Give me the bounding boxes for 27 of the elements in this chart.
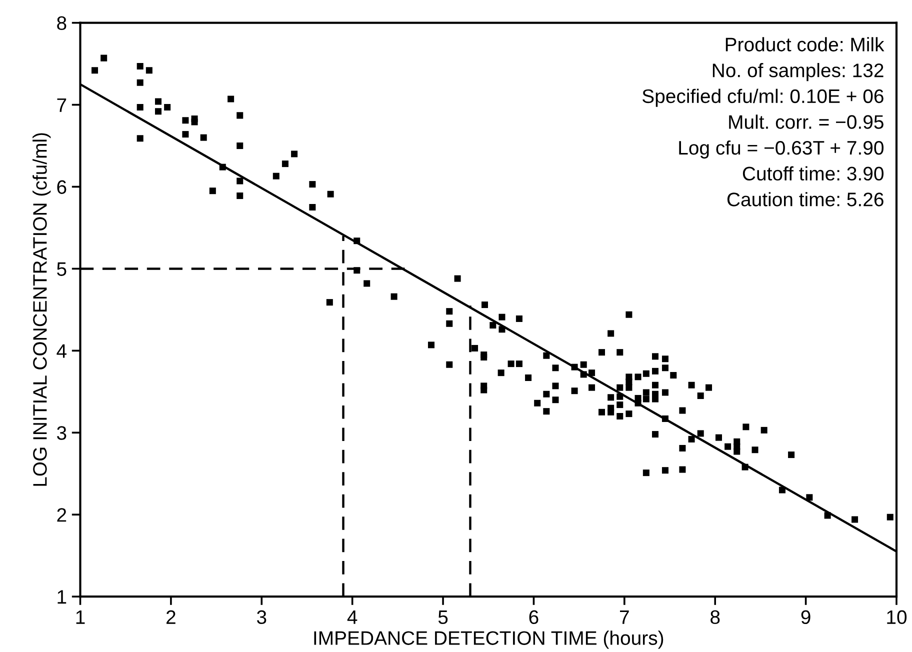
x-tick-label: 1 (76, 610, 85, 624)
annotation: Cutoff time: 3.90 (742, 166, 884, 181)
x-axis-title: IMPEDANCE DETECTION TIME (hours) (314, 630, 664, 649)
x-tick-label: 6 (529, 610, 538, 624)
x-tick-label: 3 (256, 610, 266, 624)
y-tick-label: 4 (56, 344, 66, 358)
annotation: Caution time: 5.26 (727, 192, 884, 206)
y-tick-label: 2 (57, 508, 66, 522)
y-tick-label: 5 (57, 262, 66, 276)
x-tick-label: 9 (801, 610, 810, 624)
annotation: Specified cfu/ml: 0.10E + 06 (642, 88, 884, 107)
y-tick-label: 7 (57, 98, 66, 112)
y-tick-label: 6 (57, 180, 66, 194)
x-tick-label: 8 (710, 610, 720, 624)
y-tick-label: 8 (57, 16, 66, 30)
y-tick-label: 3 (56, 426, 66, 440)
x-tick-label: 2 (166, 610, 176, 624)
y-axis-title: LOG INITIAL CONCENTRATION (cfu/ml) (32, 133, 51, 486)
annotation: Log cfu = −0.63T + 7.90 (679, 140, 884, 159)
x-tick-label: 7 (620, 610, 629, 624)
x-tick-label: 10 (887, 610, 907, 624)
annotation: Product code: Milk (726, 37, 884, 52)
annotation: No. of samples: 132 (712, 62, 884, 82)
x-tick-label: 4 (347, 610, 358, 624)
annotation: Mult. corr. = −0.95 (729, 114, 884, 129)
x-tick-label: 5 (438, 610, 448, 624)
y-tick-label: 1 (58, 590, 66, 604)
